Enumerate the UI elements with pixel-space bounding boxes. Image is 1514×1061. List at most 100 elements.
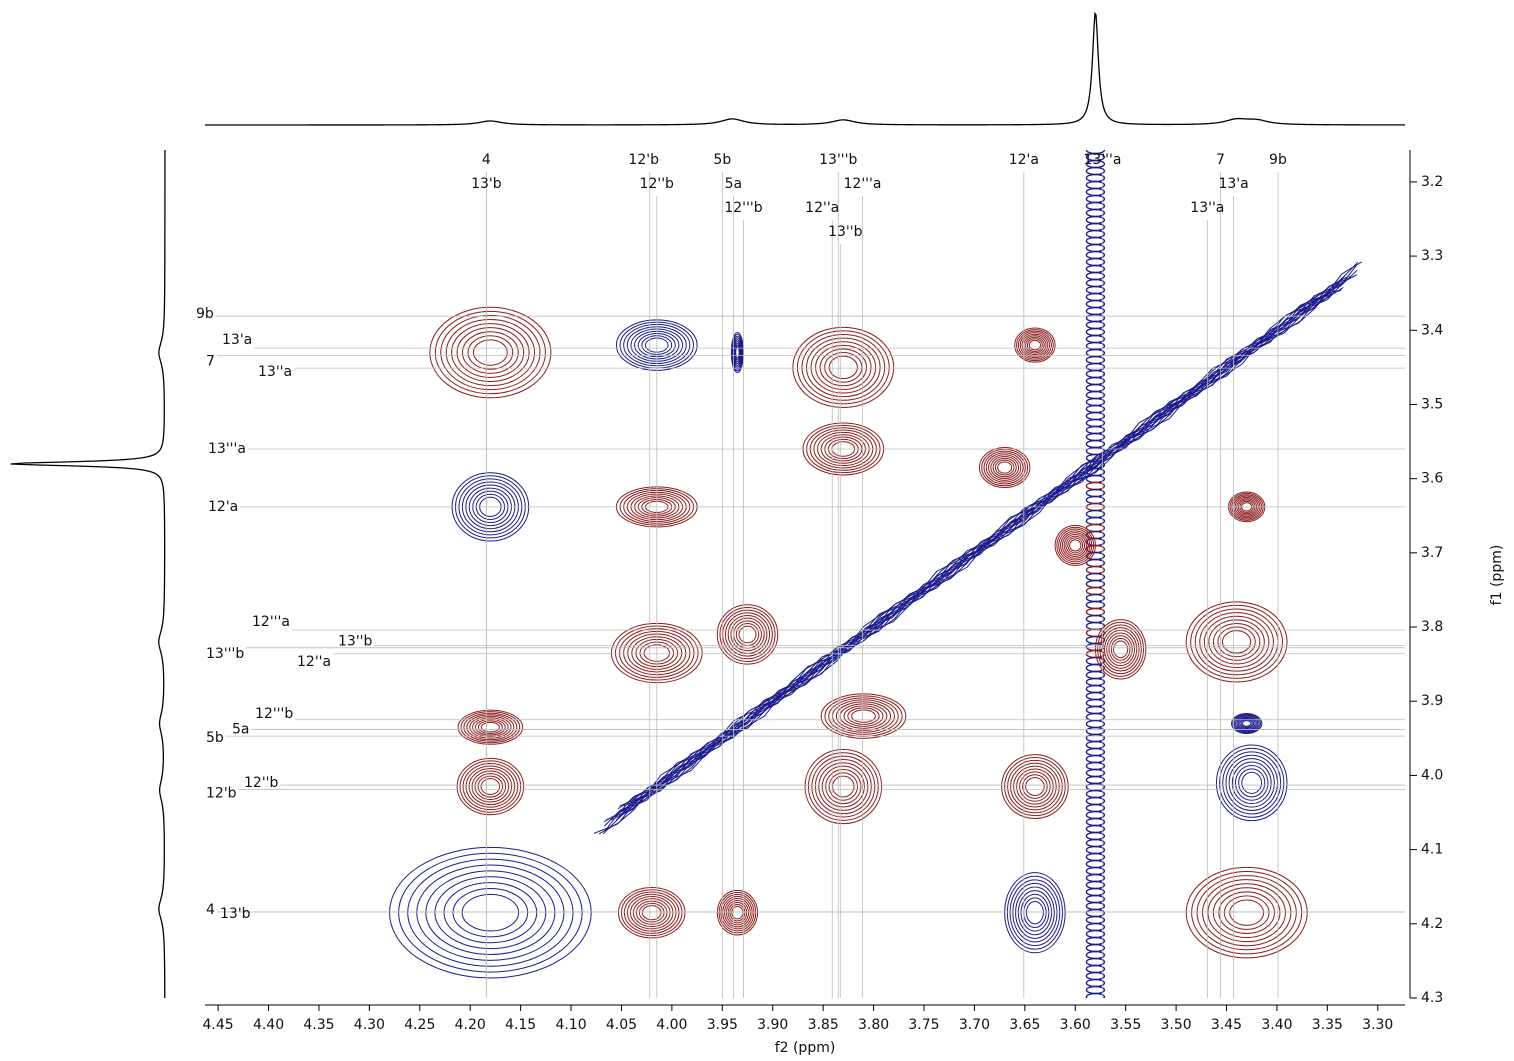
noise-ripple: [1085, 530, 1106, 540]
contour: [1014, 327, 1056, 363]
noise-ripple: [1085, 474, 1106, 484]
assignment-label: 13'''b: [819, 152, 857, 168]
contour: [1017, 890, 1053, 936]
contour: [821, 765, 865, 808]
noise-ripple: [1085, 439, 1106, 449]
assignment-label: 12'''a: [252, 614, 290, 630]
assignment-label: 5a: [232, 721, 250, 737]
x-tick-label: 4.00: [656, 1017, 687, 1033]
contour: [1223, 895, 1270, 930]
contour: [719, 606, 776, 662]
contour: [1185, 601, 1288, 683]
contour: [1231, 761, 1272, 805]
contour: [1215, 744, 1288, 822]
contour: [445, 319, 536, 387]
noise-ripple: [1085, 446, 1106, 456]
noise-ripple: [1085, 257, 1106, 267]
x-tick-label: 4.20: [455, 1017, 486, 1033]
contour: [1221, 630, 1252, 654]
contour: [623, 891, 680, 934]
noise-ripple: [1085, 985, 1106, 995]
plot-area: [389, 150, 1363, 998]
contour: [825, 768, 862, 805]
diagonal: [593, 261, 1363, 835]
x-tick-label: 3.35: [1312, 1017, 1343, 1033]
y-tick-label: 4.0: [1421, 767, 1443, 783]
noise-ripple: [1085, 971, 1106, 981]
contour: [459, 760, 522, 813]
cross-peak: [978, 447, 1031, 489]
contour: [629, 896, 674, 930]
x-tick-label: 3.75: [908, 1017, 939, 1033]
contour: [733, 620, 762, 649]
assignment-label: 5b: [713, 152, 731, 168]
noise-ripple: [1085, 572, 1106, 582]
contour: [465, 765, 516, 808]
y-tick-label: 3.8: [1421, 619, 1443, 635]
contour: [1233, 714, 1260, 733]
contour: [480, 721, 500, 733]
contour: [429, 306, 552, 399]
x-tick-label: 3.30: [1362, 1017, 1393, 1033]
contour: [1007, 759, 1063, 814]
x-tick-label: 4.40: [253, 1017, 284, 1033]
noise-ripple: [1085, 495, 1106, 505]
contour: [471, 770, 510, 803]
noise-ripple: [1085, 908, 1106, 918]
contour: [722, 895, 753, 930]
noise-ripple: [1085, 334, 1106, 344]
contour: [724, 897, 751, 928]
contour: [1229, 899, 1265, 926]
assignment-label: 13''a: [1190, 200, 1224, 216]
noise-ripple: [1085, 873, 1106, 883]
contour: [734, 344, 741, 361]
noise-ripple: [1085, 285, 1106, 295]
contour: [1236, 716, 1257, 731]
noise-ripple: [1085, 313, 1106, 323]
contour: [1009, 879, 1061, 947]
cross-peak: [457, 709, 524, 745]
contour: [451, 323, 530, 383]
y-axis-label: f1 (ppm): [1489, 545, 1505, 606]
noise-ripple: [1085, 943, 1106, 953]
contour: [1013, 765, 1057, 808]
contour: [1235, 715, 1259, 732]
assignment-label: 12'a: [1009, 152, 1039, 168]
contour: [992, 457, 1017, 478]
cross-peak: [1004, 872, 1066, 954]
cross-peak: [1231, 712, 1263, 735]
x-tick-label: 3.60: [1060, 1017, 1091, 1033]
noise-ripple: [1085, 719, 1106, 729]
noise-ripple: [1085, 684, 1106, 694]
contour: [1207, 883, 1286, 943]
contour: [1019, 771, 1051, 802]
noise-ripple: [1085, 411, 1106, 421]
x-tick-label: 4.30: [354, 1017, 385, 1033]
noise-ripple: [1085, 565, 1106, 575]
x-axis-label: f2 (ppm): [775, 1040, 836, 1056]
contour: [735, 622, 760, 646]
contour: [1241, 771, 1263, 794]
assignment-label: 12'b: [206, 786, 237, 802]
contour: [832, 699, 895, 733]
contour: [720, 893, 755, 932]
contour: [434, 876, 547, 950]
noise-ripple: [1085, 215, 1106, 225]
contour: [389, 846, 592, 979]
noise-ripple: [1085, 306, 1106, 316]
noise-ripple: [1085, 831, 1106, 841]
noise-ripple: [1085, 754, 1106, 764]
contour: [456, 327, 525, 378]
y-tick-label: 3.4: [1421, 322, 1443, 338]
noise-ripple: [1085, 292, 1106, 302]
contour: [1212, 622, 1261, 661]
cross-peak: [716, 889, 759, 936]
cross-peak: [389, 846, 592, 979]
contour: [983, 450, 1026, 485]
contour: [1016, 768, 1054, 805]
cross-peak: [429, 306, 552, 399]
contour: [1203, 615, 1270, 669]
noise-ripple: [1085, 481, 1106, 491]
cross-peak: [1094, 619, 1147, 680]
contour: [978, 447, 1031, 489]
